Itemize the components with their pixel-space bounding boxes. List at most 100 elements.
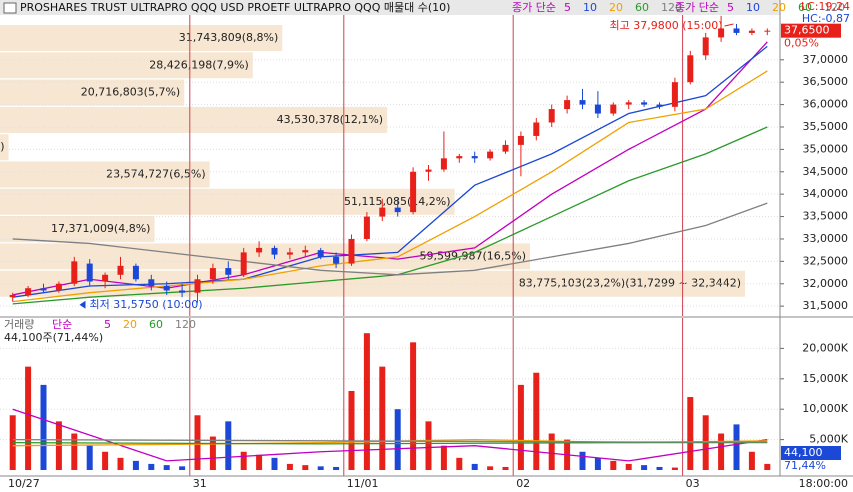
candle-body bbox=[256, 247, 263, 253]
candle-body bbox=[333, 256, 340, 264]
y-tick-label: 33,5000 bbox=[803, 210, 849, 223]
candle-body bbox=[240, 252, 247, 275]
change-label: 0,05% bbox=[784, 37, 819, 50]
candle-body bbox=[117, 265, 124, 275]
volume-bar bbox=[240, 451, 247, 470]
candle-body bbox=[687, 55, 694, 83]
candle-body bbox=[132, 265, 139, 280]
volume-profile-bar bbox=[0, 52, 253, 79]
volume-bar bbox=[502, 466, 509, 470]
volume-bar bbox=[410, 342, 417, 470]
volume-bar bbox=[440, 445, 447, 470]
menu-icon[interactable] bbox=[3, 2, 17, 14]
volume-bar bbox=[748, 451, 755, 470]
volume-profile-label: 31,743,809(8,8%) bbox=[179, 31, 279, 44]
volume-bar bbox=[163, 465, 170, 470]
volume-bar bbox=[348, 390, 355, 470]
volume-bar bbox=[641, 465, 648, 470]
y-tick-label: 5,000K bbox=[809, 433, 848, 446]
volume-bar bbox=[25, 366, 32, 470]
volume-bar bbox=[533, 372, 540, 470]
candle-body bbox=[379, 207, 386, 217]
candle-body bbox=[748, 30, 755, 33]
y-tick-label: 32,5000 bbox=[803, 254, 849, 267]
y-tick-label: 34,5000 bbox=[803, 165, 849, 178]
volume-profile-bar bbox=[0, 106, 388, 133]
legend-item: 10 bbox=[583, 1, 597, 14]
candle-body bbox=[625, 102, 632, 105]
legend-item: 60 bbox=[635, 1, 649, 14]
moving-average-line bbox=[12, 408, 768, 462]
volume-bar bbox=[671, 467, 678, 470]
moving-average-line bbox=[12, 41, 768, 296]
volume-bar bbox=[733, 424, 740, 470]
candle-body bbox=[641, 102, 648, 105]
candle-body bbox=[179, 290, 186, 293]
moving-average-line bbox=[12, 70, 768, 303]
y-tick-label: 36,0000 bbox=[803, 98, 849, 111]
volume-profile-label: 20,716,803(5,7%) bbox=[81, 86, 181, 99]
candle-body bbox=[163, 285, 170, 291]
y-tick-label: 33,0000 bbox=[803, 232, 849, 245]
volume-profile-label: 961,795(0,3%) bbox=[0, 140, 5, 153]
candle-body bbox=[363, 216, 370, 239]
volume-bar bbox=[579, 451, 586, 470]
volume-bar bbox=[394, 409, 401, 470]
volume-profile-bar bbox=[0, 216, 155, 243]
y-tick-label: 32,0000 bbox=[803, 277, 849, 290]
candle-body bbox=[579, 100, 586, 105]
y-tick-label: 35,0000 bbox=[803, 142, 849, 155]
header-bar bbox=[0, 0, 780, 15]
legend-item: 5 bbox=[104, 318, 111, 331]
high-arrow bbox=[724, 23, 734, 27]
candle-body bbox=[456, 156, 463, 159]
volume-bar bbox=[148, 463, 155, 470]
candle-body bbox=[764, 30, 771, 32]
volume-bar bbox=[456, 457, 463, 470]
volume-bar bbox=[102, 451, 109, 470]
volume-bar bbox=[225, 421, 232, 470]
volume-bar bbox=[256, 454, 263, 470]
volume-bar bbox=[594, 457, 601, 470]
time-label: 18:00:00 bbox=[799, 477, 848, 490]
volume-bar bbox=[194, 415, 201, 470]
volume-bar bbox=[471, 463, 478, 470]
legend-item: 10 bbox=[746, 1, 760, 14]
candle-body bbox=[302, 250, 309, 253]
legend-item: 120 bbox=[661, 1, 682, 14]
candle-body bbox=[517, 135, 524, 145]
last-volume-label: 44,100 bbox=[784, 446, 823, 459]
volume-bar bbox=[425, 421, 432, 470]
legend-item: 5 bbox=[564, 1, 571, 14]
volume-profile-label: 23,574,727(6,5%) bbox=[106, 168, 206, 181]
candle-body bbox=[502, 144, 509, 152]
candle-body bbox=[610, 104, 617, 114]
legend-item: 120 bbox=[175, 318, 196, 331]
volume-profile-bar bbox=[0, 134, 9, 161]
legend-item: 20 bbox=[123, 318, 137, 331]
legend-title: 거래량 bbox=[4, 318, 34, 331]
volume-profile-label: 28,426,198(7,9%) bbox=[149, 58, 249, 71]
legend-item: 60 bbox=[798, 1, 812, 14]
y-tick-label: 31,5000 bbox=[803, 299, 849, 312]
volume-bar bbox=[71, 433, 78, 470]
candle-body bbox=[225, 268, 232, 275]
candle-body bbox=[71, 261, 78, 284]
candle-body bbox=[348, 238, 355, 264]
volume-bar bbox=[302, 465, 309, 470]
candle-body bbox=[425, 169, 432, 172]
volume-bar bbox=[209, 436, 216, 470]
legend-item: 5 bbox=[727, 1, 734, 14]
high-annotation: 최고 37,9800 (15:00) bbox=[609, 19, 722, 32]
legend-label: 단순 bbox=[52, 318, 72, 331]
candle-body bbox=[548, 109, 555, 123]
candle-body bbox=[40, 288, 47, 291]
legend-label: 종가 단순 bbox=[512, 1, 556, 14]
hc-label: HC:-0,87 bbox=[802, 12, 850, 25]
volume-bar bbox=[487, 466, 494, 470]
volume-profile-bar bbox=[0, 188, 455, 215]
volume-bar bbox=[379, 366, 386, 470]
legend-label: 종가 단순 bbox=[675, 1, 719, 14]
last-price-box bbox=[781, 23, 841, 38]
y-tick-label: 34,0000 bbox=[803, 187, 849, 200]
